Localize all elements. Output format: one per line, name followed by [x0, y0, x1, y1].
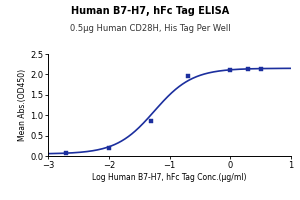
X-axis label: Log Human B7-H7, hFc Tag Conc.(μg/ml): Log Human B7-H7, hFc Tag Conc.(μg/ml)	[92, 173, 247, 182]
Y-axis label: Mean Abs.(OD450): Mean Abs.(OD450)	[18, 69, 27, 141]
Text: 0.5μg Human CD28H, His Tag Per Well: 0.5μg Human CD28H, His Tag Per Well	[70, 24, 230, 33]
Text: Human B7-H7, hFc Tag ELISA: Human B7-H7, hFc Tag ELISA	[71, 6, 229, 16]
